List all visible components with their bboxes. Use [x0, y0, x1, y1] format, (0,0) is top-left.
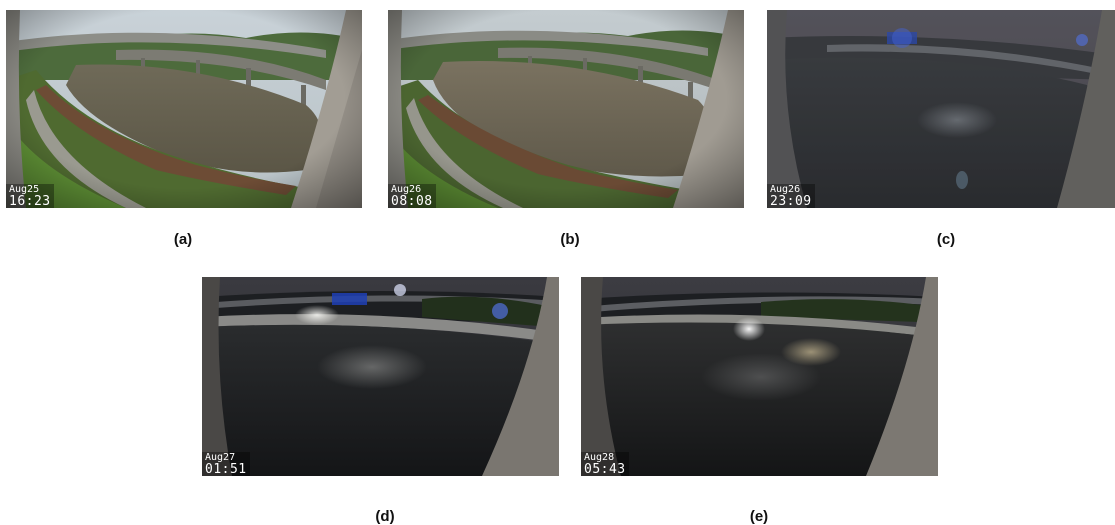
timestamp-overlay: Aug28 05:43 [581, 452, 629, 476]
photo-aug26-2309: Aug26 23:09 [767, 10, 1115, 208]
night-flood-scene-e [581, 277, 938, 476]
timestamp-overlay: Aug26 23:09 [767, 184, 815, 208]
timestamp-time: 16:23 [9, 194, 51, 208]
timestamp-date: Aug25 [9, 184, 40, 195]
day-river-scene-b [388, 10, 744, 208]
photo-aug27-0151: Aug27 01:51 [202, 277, 559, 476]
night-flood-scene-d [202, 277, 559, 476]
timestamp-time: 08:08 [391, 194, 433, 208]
timestamp-overlay: Aug27 01:51 [202, 452, 250, 476]
timestamp-time: 23:09 [770, 194, 812, 208]
panel-caption-d: (d) [375, 508, 395, 525]
photo-aug25-1623: Aug25 16:23 [6, 10, 362, 208]
timestamp-date: Aug26 [391, 184, 422, 195]
timestamp-time: 05:43 [584, 462, 626, 476]
photo-aug26-0808: Aug26 08:08 [388, 10, 744, 208]
timestamp-overlay: Aug26 08:08 [388, 184, 436, 208]
panel-caption-c: (c) [936, 231, 956, 248]
timestamp-date: Aug28 [584, 452, 615, 463]
day-river-scene-a [6, 10, 362, 208]
photo-aug28-0543: Aug28 05:43 [581, 277, 938, 476]
panel-caption-a: (a) [173, 231, 193, 248]
timestamp-time: 01:51 [205, 462, 247, 476]
night-flood-scene-c [767, 10, 1115, 208]
panel-caption-b: (b) [560, 231, 580, 248]
timestamp-overlay: Aug25 16:23 [6, 184, 54, 208]
panel-caption-e: (e) [749, 508, 769, 525]
timestamp-date: Aug27 [205, 452, 236, 463]
timestamp-date: Aug26 [770, 184, 801, 195]
